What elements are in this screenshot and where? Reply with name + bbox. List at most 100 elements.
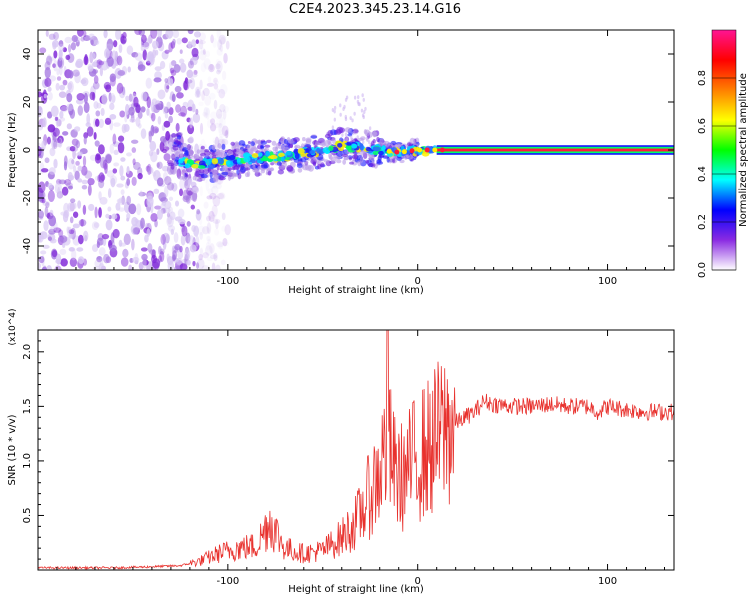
noise-dot	[212, 79, 219, 86]
ridge-halo-dot	[315, 141, 319, 147]
noise-dot	[216, 193, 225, 200]
noise-dot	[186, 79, 193, 84]
ridge-halo-dot	[329, 154, 333, 161]
ridge-halo-dot	[297, 167, 303, 173]
noise-dot	[199, 79, 203, 90]
noise-dot	[199, 231, 203, 240]
noise-dot	[109, 143, 114, 154]
noise-dot	[68, 44, 72, 53]
noise-dot	[80, 218, 84, 227]
noise-dot	[120, 157, 126, 162]
noise-dot	[98, 263, 105, 270]
noise-dot	[201, 265, 210, 270]
noise-dot	[84, 170, 93, 179]
noise-dot	[206, 256, 213, 262]
noise-dot	[213, 77, 218, 84]
noise-dot	[225, 40, 230, 50]
ridge-spike-dot	[333, 109, 336, 114]
ridge-halo-dot	[221, 143, 226, 150]
ridge-core-dot	[297, 148, 305, 155]
colorbar-tick-label: 0.2	[697, 214, 708, 230]
noise-dot	[198, 253, 203, 261]
noise-dot	[96, 241, 100, 249]
noise-dot	[202, 111, 207, 117]
ridge-core-dot	[184, 163, 191, 169]
noise-dot	[81, 77, 89, 87]
signal-ridge	[167, 93, 674, 183]
ridge-core-dot	[260, 157, 269, 162]
noise-dot	[186, 221, 191, 227]
noise-dot	[125, 95, 130, 102]
noise-dot	[42, 265, 47, 270]
ridge-spike-dot	[349, 116, 352, 121]
noise-dot	[216, 241, 224, 248]
ridge-halo-dot	[209, 171, 213, 179]
noise-dot	[65, 103, 74, 112]
ridge-spike-dot	[357, 102, 360, 107]
noise-dot	[53, 140, 58, 150]
ridge-halo-dot	[227, 170, 235, 176]
noise-dot	[178, 112, 186, 117]
noise-dot	[167, 182, 175, 191]
noise-dot	[68, 229, 75, 235]
noise-dot	[120, 189, 125, 195]
noise-dot	[189, 77, 196, 90]
noise-dot	[60, 258, 68, 267]
noise-dot	[59, 235, 68, 243]
noise-dot	[62, 47, 67, 53]
ridge-halo-dot	[365, 159, 370, 164]
noise-dot	[58, 40, 64, 47]
ridge-halo-dot	[254, 168, 260, 174]
noise-dot	[164, 78, 169, 83]
ridge-halo-dot	[302, 137, 306, 142]
noise-dot	[193, 69, 198, 76]
noise-dot	[203, 107, 210, 116]
ridge-halo-dot	[369, 156, 375, 161]
noise-dot	[209, 214, 217, 219]
noise-dot	[190, 204, 196, 210]
noise-dot	[176, 92, 184, 99]
noise-dot	[205, 179, 210, 191]
noise-dot	[58, 49, 63, 58]
noise-dot	[122, 248, 129, 258]
noise-dot	[56, 68, 60, 76]
noise-dot	[218, 133, 225, 138]
ridge-core-dot	[365, 147, 372, 152]
ridge-halo-dot	[310, 135, 318, 139]
noise-dot	[142, 49, 147, 61]
noise-dot	[42, 117, 47, 128]
noise-dot	[218, 123, 223, 129]
noise-dot	[109, 102, 115, 111]
ridge-halo-dot	[202, 168, 210, 175]
noise-dot	[161, 200, 167, 207]
ridge-spike-dot	[368, 140, 371, 145]
noise-dot	[123, 233, 131, 245]
ridge-core-dot	[198, 160, 206, 167]
noise-dot	[160, 234, 166, 245]
noise-dot	[190, 181, 197, 188]
ridge-spike-dot	[364, 106, 367, 111]
ridge-halo-dot	[182, 147, 188, 152]
noise-dot	[191, 56, 198, 66]
noise-dot	[213, 82, 219, 90]
ridge-spike-dot	[344, 117, 348, 122]
noise-dot	[199, 186, 203, 197]
noise-dot	[154, 66, 162, 72]
noise-dot	[202, 252, 209, 259]
noise-dot	[104, 48, 110, 59]
ridge-halo-dot	[296, 163, 303, 169]
noise-dot	[116, 183, 124, 188]
noise-dot	[136, 203, 142, 216]
ridge-spike-dot	[351, 118, 354, 123]
noise-dot	[211, 262, 216, 270]
noise-dot	[60, 105, 68, 112]
ridge-halo-dot	[336, 126, 344, 134]
noise-dot	[42, 244, 50, 249]
noise-dot	[195, 235, 200, 247]
ridge-spike-dot	[333, 105, 337, 110]
noise-dot	[156, 148, 160, 155]
noise-dot	[209, 92, 216, 100]
noise-dot	[151, 49, 157, 59]
noise-dot	[93, 75, 99, 84]
noise-dot	[151, 112, 156, 122]
